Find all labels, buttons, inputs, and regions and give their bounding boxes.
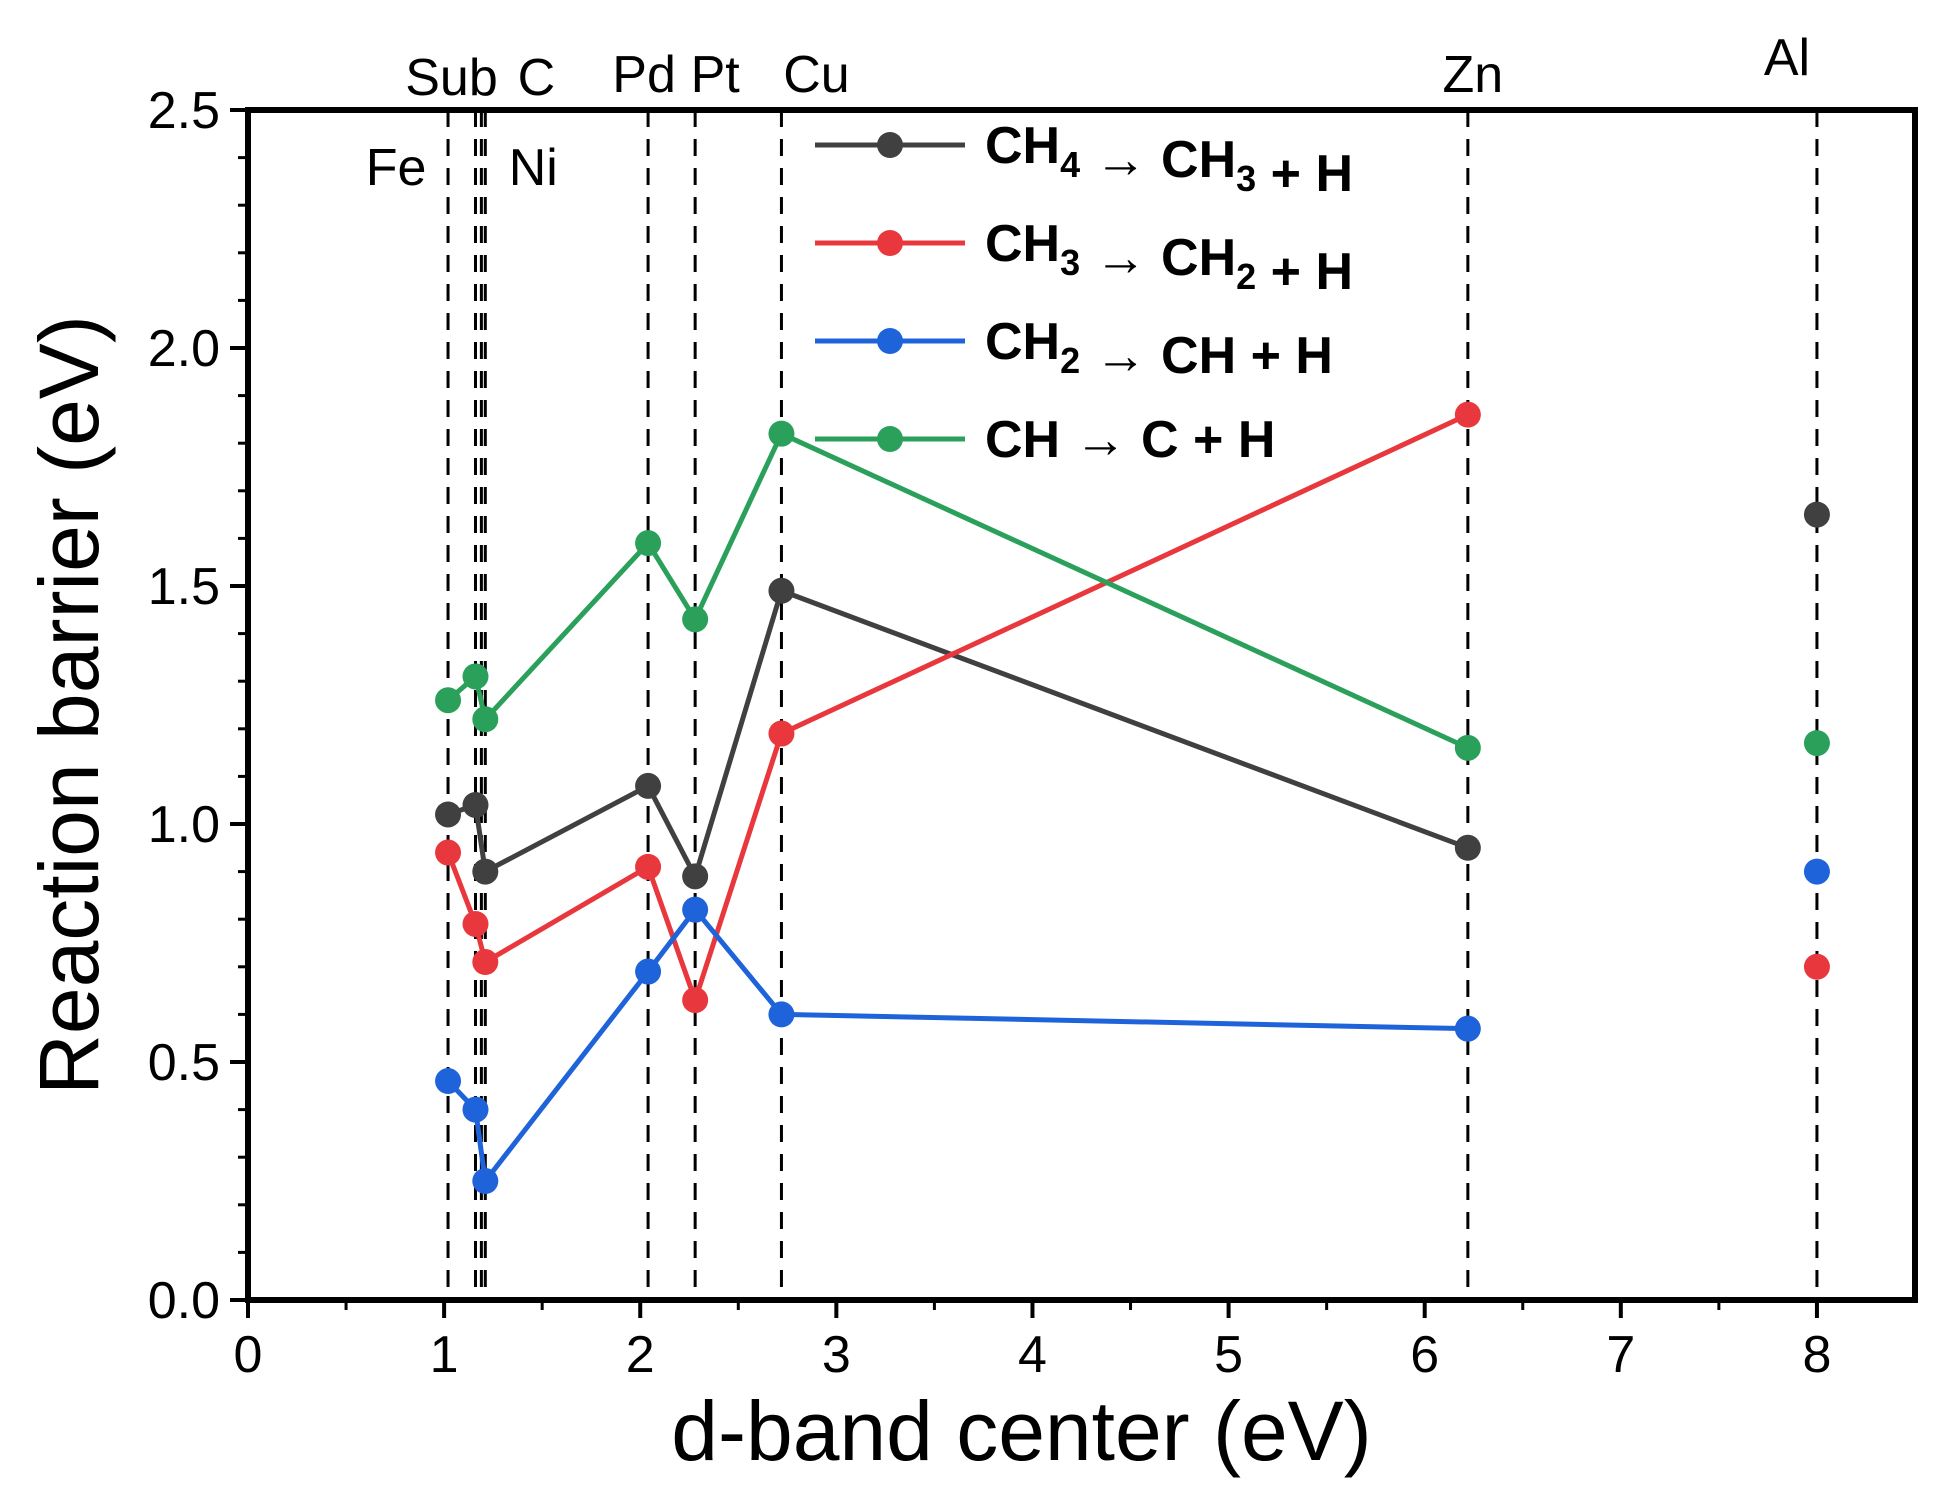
substrate-label-cu: Cu	[783, 46, 849, 104]
legend-marker-1	[877, 132, 903, 158]
legend-label-4: CH → C + H	[985, 411, 1275, 469]
legend-text: CH	[985, 215, 1060, 273]
data-point-s3-8	[1803, 858, 1830, 885]
legend-label-2: CH3 → CH2 + H	[985, 215, 1353, 301]
series-line-4	[446, 431, 1469, 751]
substrate-label-fe: Fe	[366, 139, 427, 197]
x-tick-label: 4	[1018, 1326, 1047, 1384]
substrate-marker-lines: Fe Sub C Ni Pd Pt Cu Zn Al	[366, 29, 1819, 1300]
data-point-s2-7	[1454, 401, 1481, 428]
legend-text: CH	[985, 117, 1060, 175]
data-point-s1-5	[682, 863, 709, 890]
data-point-s1-3	[472, 858, 499, 885]
x-tick-label: 5	[1214, 1326, 1243, 1384]
legend-text: + H	[1236, 327, 1333, 385]
y-tick-label: 0.5	[148, 1034, 220, 1092]
data-point-s3-1	[435, 1068, 462, 1095]
data-point-s1-4	[635, 772, 662, 799]
legend-text: CH	[1161, 229, 1236, 287]
data-point-s4-6	[768, 420, 795, 447]
legend-subscript: 3	[1060, 242, 1080, 283]
substrate-label-c: C	[518, 49, 556, 107]
data-point-s4-1	[435, 687, 462, 714]
substrate-label-pd: Pd	[612, 46, 676, 104]
legend-text: CH	[1161, 131, 1236, 189]
data-point-s3-2	[462, 1096, 489, 1123]
data-point-s4-3	[472, 706, 499, 733]
series-line-3	[446, 907, 1468, 1184]
y-tick-label: 0.0	[148, 1272, 220, 1330]
legend-text: + H	[1179, 411, 1276, 469]
data-point-s1-2	[462, 791, 489, 818]
data-point-s1-7	[1454, 834, 1481, 861]
data-point-s4-4	[635, 530, 662, 557]
data-point-s1-6	[768, 577, 795, 604]
legend-text: C	[1141, 411, 1179, 469]
series-line-1	[447, 588, 1469, 879]
y-tick-label: 1.0	[148, 796, 220, 854]
legend-text: CH	[985, 411, 1060, 469]
legend-text: CH	[985, 313, 1060, 371]
data-point-s3-3	[472, 1168, 499, 1194]
x-tick-label: 0	[234, 1326, 263, 1384]
x-tick-label: 8	[1802, 1326, 1831, 1384]
data-point-s2-8	[1803, 953, 1830, 980]
legend-subscript: 3	[1236, 158, 1256, 199]
data-point-s3-4	[635, 958, 662, 985]
plot-frame	[245, 107, 1918, 1303]
data-point-s3-7	[1454, 1015, 1481, 1042]
substrate-label-ni: Ni	[509, 139, 558, 197]
legend-marker-4	[877, 426, 903, 452]
series-line-2	[445, 412, 1469, 1003]
legend-text: →	[1080, 229, 1161, 287]
data-point-s3-5	[682, 896, 709, 923]
legend-text: CH	[1161, 327, 1236, 385]
data-point-s2-6	[768, 720, 795, 747]
legend-label-3: CH2 → CH + H	[985, 313, 1333, 385]
data-point-s1-8	[1803, 501, 1830, 528]
legend-marker-3	[877, 328, 903, 354]
legend-text: + H	[1256, 145, 1353, 203]
data-point-s2-3	[472, 949, 499, 976]
substrate-label-zn: Zn	[1443, 46, 1504, 104]
x-tick-label: 6	[1410, 1326, 1439, 1384]
legend-text: →	[1080, 131, 1161, 189]
substrate-label-al: Al	[1764, 29, 1810, 87]
data-point-s2-5	[682, 987, 709, 1014]
data-point-s4-8	[1803, 730, 1830, 757]
substrate-label-pt: Pt	[691, 46, 741, 104]
legend-subscript: 2	[1060, 340, 1080, 381]
x-tick-label: 7	[1606, 1326, 1635, 1384]
data-point-s2-2	[462, 910, 489, 937]
data-point-s4-7	[1454, 734, 1481, 761]
x-tick-label: 3	[822, 1326, 851, 1384]
y-axis-label: Reaction barrier (eV)	[22, 315, 116, 1095]
axes: 0 1 2 3 4 5 6 7 8 0.0 0.5 1.0 1.5 2.0 2.5	[148, 82, 1918, 1384]
substrate-label-sub: Sub	[405, 49, 498, 107]
y-tick-label: 2.0	[148, 320, 220, 378]
data-series	[435, 401, 1830, 1194]
x-axis-label: d-band center (eV)	[671, 1384, 1371, 1478]
x-tick-label: 2	[626, 1326, 655, 1384]
x-tick-label: 1	[430, 1326, 459, 1384]
legend-marker-2	[877, 230, 903, 256]
data-point-s4-5	[682, 606, 709, 633]
legend-text: →	[1080, 327, 1161, 385]
legend-subscript: 2	[1236, 256, 1256, 297]
data-point-s3-6	[768, 1001, 795, 1028]
legend-text: + H	[1256, 243, 1353, 301]
y-tick-label: 1.5	[148, 558, 220, 616]
data-point-s1-1	[435, 801, 462, 828]
legend-subscript: 4	[1060, 144, 1080, 185]
data-point-s2-1	[435, 839, 462, 866]
legend-label-1: CH4 → CH3 + H	[985, 117, 1353, 203]
data-point-s4-2	[462, 663, 489, 690]
y-tick-label: 2.5	[148, 82, 220, 140]
data-point-s2-4	[635, 853, 662, 880]
legend-text: →	[1060, 411, 1141, 469]
